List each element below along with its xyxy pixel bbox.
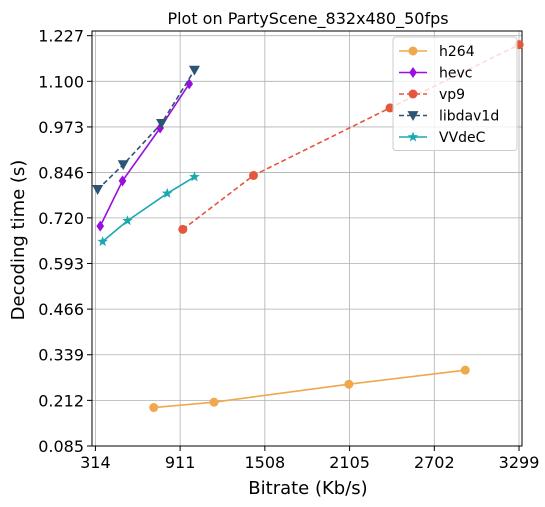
y-tick-label: 0.339	[38, 346, 84, 365]
data-point-vvdec	[97, 236, 108, 246]
legend-box	[392, 36, 518, 151]
axis-ticks: 314 911 1508 2105 2702 3299 0.085 0.212 0.339 0.4…	[38, 27, 539, 472]
legend-entry-hevc: hevc	[399, 66, 472, 82]
series-group	[92, 40, 524, 413]
data-point-vp9	[178, 224, 188, 234]
data-point-vp9	[385, 103, 395, 113]
y-tick-label: 1.100	[38, 72, 84, 91]
data-point-libdav1d	[188, 65, 200, 76]
legend-entry-vp9: vp9	[399, 87, 465, 103]
legend-label: h264	[439, 44, 475, 60]
y-tick-label: 0.846	[38, 164, 84, 183]
legend-swatch-marker	[408, 89, 418, 99]
legend-label: hevc	[439, 66, 472, 82]
x-tick-label: 2105	[329, 453, 370, 472]
x-tick-label: 911	[165, 453, 196, 472]
legend-swatch-marker	[407, 131, 419, 142]
data-point-libdav1d	[117, 160, 129, 171]
legend-entry-h264: h264	[399, 44, 475, 60]
y-axis-label: Decoding time (s)	[8, 160, 29, 321]
series-line-h264	[153, 369, 466, 409]
legend-entry-libdav1d: libdav1d	[399, 109, 499, 125]
y-tick-label: 0.593	[38, 254, 84, 273]
data-point-libdav1d	[92, 185, 104, 195]
data-point-h264	[460, 365, 470, 375]
data-point-vvdec	[189, 171, 200, 182]
legend-label: vp9	[439, 87, 465, 103]
data-point-h264	[209, 397, 219, 407]
legend-swatch-marker	[407, 111, 419, 121]
data-point-libdav1d	[156, 118, 168, 129]
legend-entry-vvdec: VVdeC	[399, 130, 486, 146]
series-line-vvdec	[102, 176, 195, 243]
data-point-vvdec	[122, 215, 133, 226]
chart-title: Plot on PartyScene_832x480_50fps	[167, 9, 448, 29]
grid	[92, 31, 522, 447]
series-line-libdav1d	[97, 69, 196, 191]
legend-swatch-marker	[409, 67, 417, 78]
y-tick-label: 0.466	[38, 300, 84, 319]
data-point-vvdec	[161, 187, 173, 198]
x-tick-label: 3299	[499, 453, 540, 472]
y-tick-label: 0.212	[38, 391, 84, 410]
series-line-hevc	[99, 83, 190, 227]
data-point-vp9	[248, 170, 258, 180]
legend: h264 hevc vp9 libdav1d VVdeC	[392, 36, 518, 151]
plot-area-frame	[91, 30, 523, 447]
x-tick-label: 314	[80, 453, 111, 472]
data-point-hevc	[118, 175, 127, 187]
data-point-h264	[149, 403, 159, 413]
y-tick-label: 0.973	[38, 118, 84, 137]
y-tick-label: 0.085	[38, 437, 84, 456]
data-point-hevc	[96, 220, 105, 232]
series-vvdec	[97, 171, 200, 246]
series-h264	[149, 365, 470, 413]
legend-swatch-marker	[408, 46, 418, 56]
x-axis-label: Bitrate (Kb/s)	[248, 478, 367, 499]
y-tick-label: 0.720	[38, 209, 84, 228]
series-libdav1d	[92, 65, 200, 195]
data-point-hevc	[185, 78, 194, 90]
legend-label: VVdeC	[439, 130, 486, 146]
x-tick-label: 1508	[244, 453, 285, 472]
y-tick-label: 1.227	[38, 27, 84, 46]
x-tick-label: 2702	[414, 453, 455, 472]
data-point-h264	[344, 379, 354, 389]
legend-label: libdav1d	[439, 109, 499, 125]
